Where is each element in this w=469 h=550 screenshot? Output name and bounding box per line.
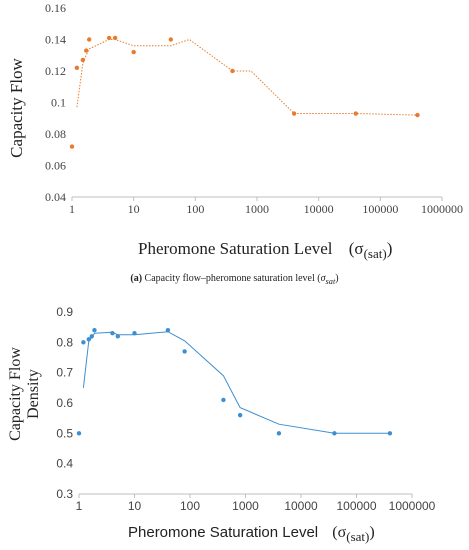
data-point bbox=[237, 412, 243, 418]
x-tick-label: 10 bbox=[128, 202, 140, 216]
y-tick-label: 0.6 bbox=[56, 396, 73, 410]
y-tick-label: 0.4 bbox=[56, 457, 73, 471]
x-tick-label: 100 bbox=[186, 202, 204, 216]
y-tick-label: 0.1 bbox=[51, 96, 66, 110]
data-point bbox=[168, 37, 173, 42]
y-tick-label: 0.06 bbox=[45, 159, 66, 173]
data-point bbox=[230, 68, 235, 74]
y-axis-label-line1: Capacity Flow bbox=[7, 347, 24, 441]
caption-label: (a) bbox=[130, 273, 143, 284]
data-point bbox=[353, 111, 358, 116]
plot-area: 0.04 0.06 0.08 0.1 0.12 0.14 0.16 1 10 100 1000 100… bbox=[45, 1, 463, 216]
data-point bbox=[276, 431, 282, 436]
data-point bbox=[74, 65, 80, 71]
data-point bbox=[387, 431, 393, 436]
x-tick-label: 10000 bbox=[284, 499, 318, 513]
x-tick-label: 1 bbox=[76, 499, 83, 513]
y-tick-label: 0.16 bbox=[45, 1, 66, 15]
y-tick-label: 0.7 bbox=[56, 366, 73, 380]
data-point bbox=[92, 328, 97, 333]
data-point bbox=[81, 340, 86, 345]
data-point bbox=[110, 331, 115, 336]
x-tick-label: 100000 bbox=[336, 499, 376, 513]
data-point bbox=[332, 431, 337, 436]
data-point bbox=[221, 397, 226, 403]
data-point bbox=[165, 328, 171, 333]
data-point bbox=[182, 349, 187, 354]
x-tick-label: 1 bbox=[69, 202, 75, 216]
x-tick-label: 1000000 bbox=[421, 202, 463, 216]
data-point bbox=[415, 112, 420, 118]
x-axis-label: Pheromone Saturation Level (σ(sat)) bbox=[128, 524, 375, 544]
y-tick-label: 0.14 bbox=[45, 33, 66, 47]
caption-close: ) bbox=[335, 273, 339, 284]
data-point bbox=[132, 331, 137, 336]
trend-line bbox=[76, 38, 418, 116]
x-tick-label: 10000 bbox=[304, 202, 334, 216]
x-tick-label: 100000 bbox=[362, 202, 398, 216]
data-point bbox=[89, 334, 94, 339]
data-point bbox=[80, 57, 86, 63]
data-point bbox=[86, 337, 91, 342]
caption-text: Capacity flow–pheromone saturation level… bbox=[142, 273, 321, 284]
x-tick-label: 10 bbox=[128, 499, 142, 513]
data-point bbox=[86, 37, 92, 42]
figure-caption: (a) Capacity flow–pheromone saturation l… bbox=[0, 273, 469, 286]
y-tick-label: 0.3 bbox=[56, 487, 73, 501]
data-point bbox=[131, 49, 136, 55]
data-point bbox=[112, 35, 118, 41]
y-tick-label: 0.08 bbox=[45, 127, 66, 141]
data-point bbox=[76, 431, 82, 436]
chart-capacity-flow-density: 0.3 0.4 0.5 0.6 0.7 0.8 0.9 1 10 100 1000 10000 1000… bbox=[7, 305, 436, 544]
data-point bbox=[106, 35, 112, 41]
y-tick-label: 0.8 bbox=[56, 335, 73, 349]
y-tick-label: 0.5 bbox=[56, 426, 73, 440]
caption-symbol: σ bbox=[320, 273, 326, 284]
x-tick-label: 100 bbox=[180, 499, 200, 513]
x-tick-label: 1000 bbox=[245, 202, 269, 216]
x-tick-label: 1000 bbox=[232, 499, 259, 513]
chart-capacity-flow: 0.04 0.06 0.08 0.1 0.12 0.14 0.16 1 10 100 1000 100… bbox=[7, 1, 463, 261]
y-tick-label: 0.9 bbox=[56, 305, 73, 319]
y-axis-label: Capacity Flow bbox=[7, 57, 26, 157]
data-point bbox=[84, 48, 89, 53]
x-tick-label: 1000000 bbox=[389, 499, 436, 513]
data-point bbox=[69, 144, 75, 149]
y-tick-label: 0.04 bbox=[45, 190, 66, 204]
y-axis-label-line2: Density bbox=[25, 369, 42, 419]
data-point bbox=[291, 111, 297, 116]
trend-line bbox=[82, 331, 390, 434]
caption-subscript: sat bbox=[325, 277, 336, 286]
y-tick-label: 0.12 bbox=[45, 64, 66, 78]
plot-area: 0.3 0.4 0.5 0.6 0.7 0.8 0.9 1 10 100 1000 10000 1000… bbox=[56, 305, 435, 513]
x-axis-label: Pheromone Saturation Level (σ(sat)) bbox=[138, 239, 392, 261]
data-point bbox=[115, 334, 120, 339]
